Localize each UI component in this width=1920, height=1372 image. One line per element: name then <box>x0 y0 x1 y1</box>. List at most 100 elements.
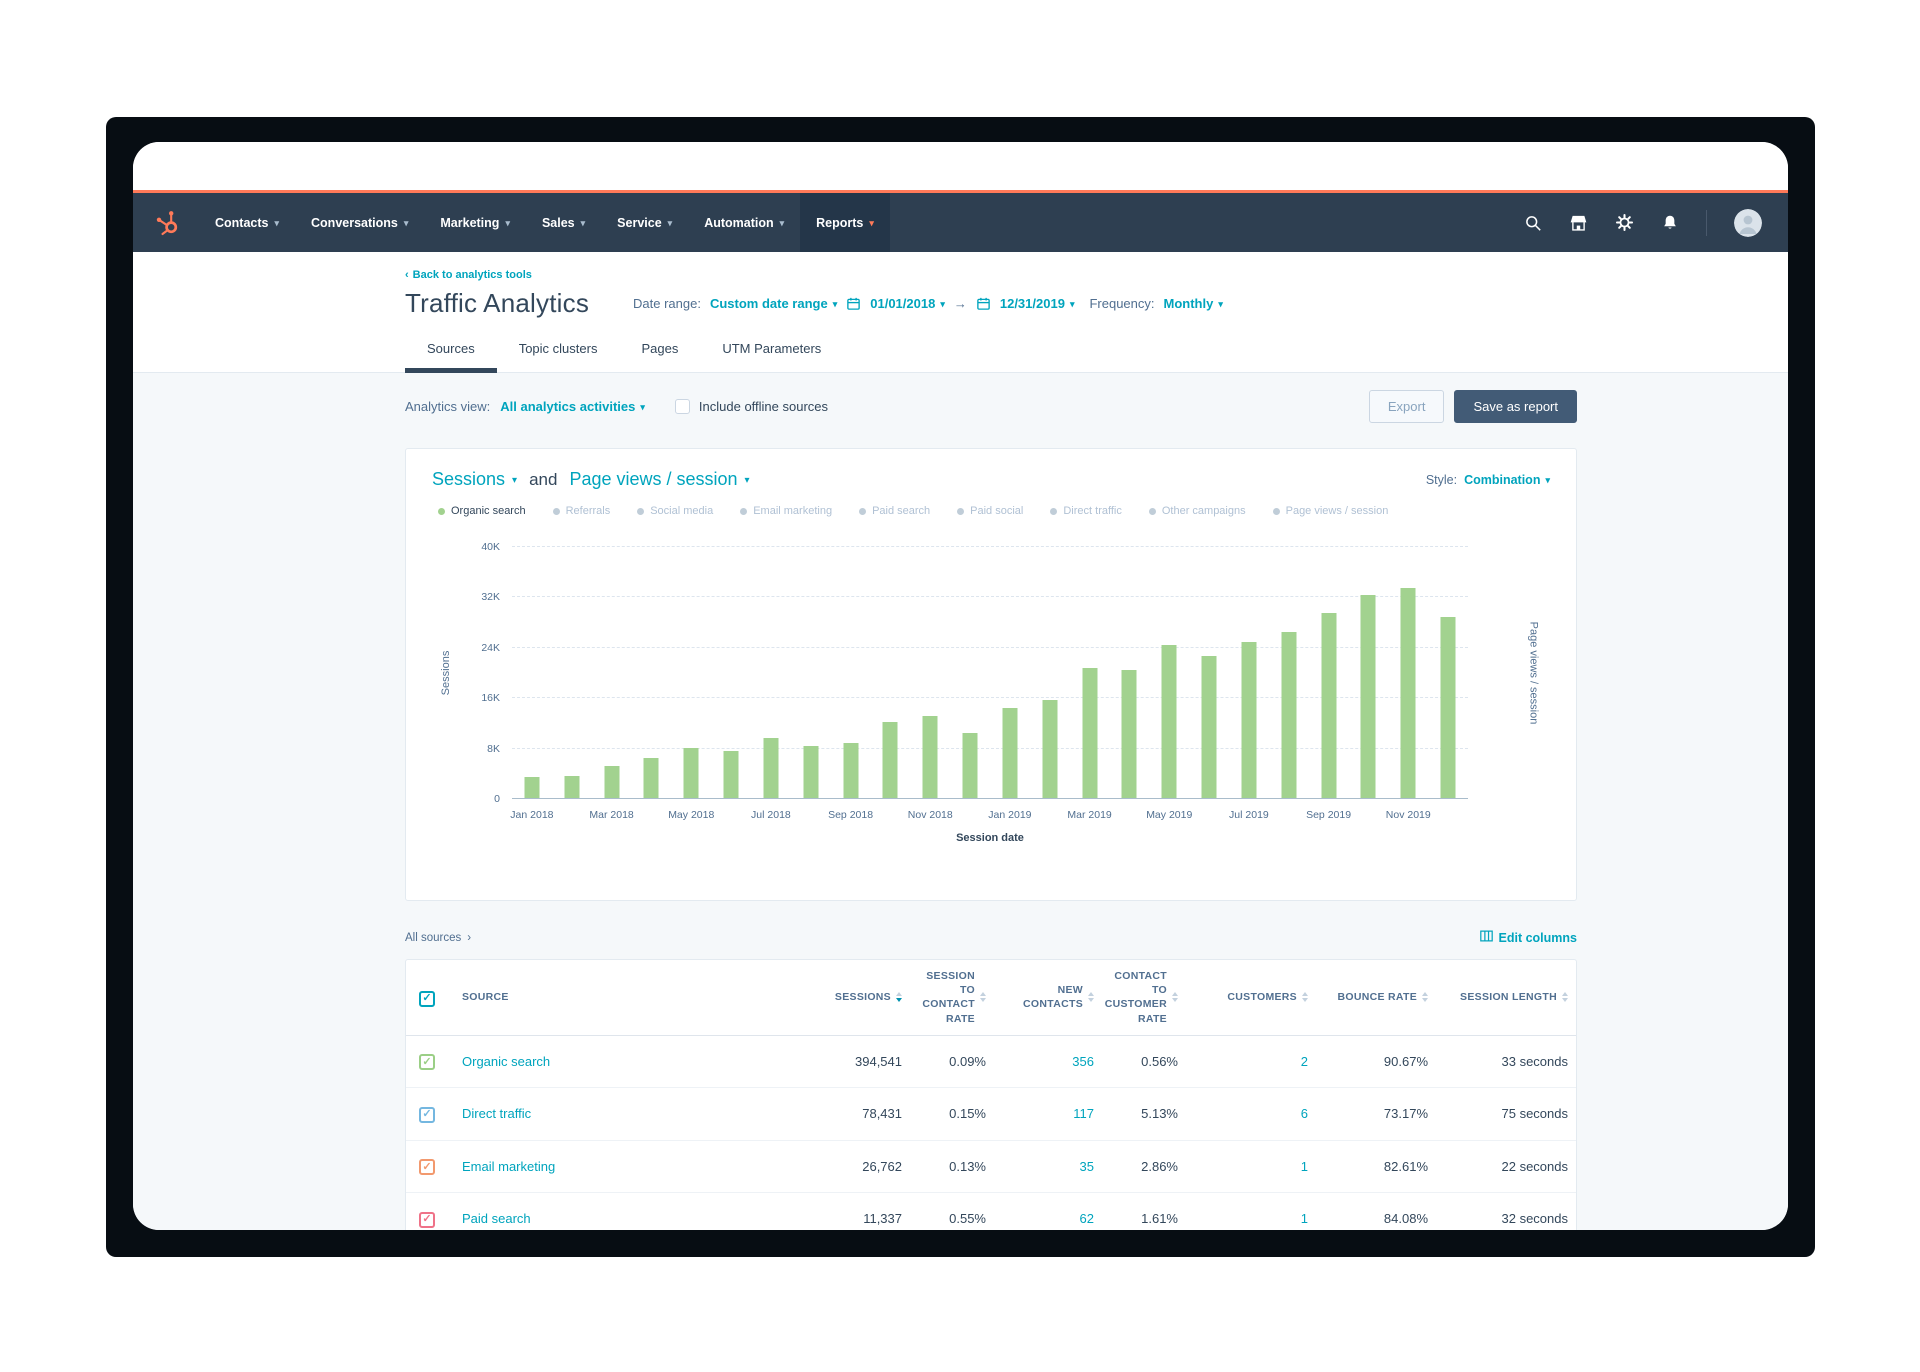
legend-item-referrals[interactable]: Referrals <box>552 505 610 517</box>
y2-axis-title: Page views / session <box>1528 621 1540 725</box>
analytics-view-dropdown[interactable]: All analytics activities ▾ <box>500 399 645 414</box>
nav-item-sales[interactable]: Sales ▾ <box>526 193 601 252</box>
row-checkbox[interactable]: ✓ <box>419 1211 435 1228</box>
x-axis-tick: May 2018 <box>668 809 715 821</box>
notifications-icon[interactable] <box>1661 213 1679 232</box>
page-header: ‹ Back to analytics tools Traffic Analyt… <box>133 252 1788 373</box>
nav-item-contacts[interactable]: Contacts ▾ <box>199 193 295 252</box>
row-checkbox[interactable]: ✓ <box>419 1159 435 1176</box>
metric1-dropdown[interactable]: Sessions ▾ <box>432 469 518 489</box>
cell-customers[interactable]: 6 <box>1186 1087 1316 1141</box>
tab-pages[interactable]: Pages <box>641 341 679 356</box>
column-header-new-contacts[interactable]: NEW CONTACTS <box>994 960 1102 1036</box>
legend-dot-icon <box>740 507 748 515</box>
legend-item-email-marketing[interactable]: Email marketing <box>740 505 832 517</box>
hubspot-sprocket-icon[interactable] <box>147 193 199 252</box>
row-checkbox[interactable]: ✓ <box>419 1054 435 1071</box>
start-date-dropdown[interactable]: 01/01/2018 ▾ <box>870 296 945 311</box>
frequency-dropdown[interactable]: Monthly ▾ <box>1163 296 1223 311</box>
cell-customers[interactable]: 1 <box>1186 1139 1316 1193</box>
legend-item-organic-search[interactable]: Organic search <box>438 505 526 517</box>
y-axis-tick: 40K <box>481 541 500 553</box>
top-navbar: Contacts ▾ Conversations ▾ Marketing ▾ Sales ▾ S… <box>133 193 1788 252</box>
cell-source[interactable]: Email marketing <box>454 1139 790 1193</box>
style-dropdown[interactable]: Combination ▾ <box>1464 472 1550 487</box>
row-checkbox-cell: ✓ <box>406 1035 454 1088</box>
column-header-label: BOUNCE RATE <box>1337 991 1417 1004</box>
legend-label: Page views / session <box>1285 505 1389 517</box>
chart-bar <box>564 775 580 798</box>
date-controls: Date range: Custom date range ▾ 01/01/201… <box>633 296 1223 311</box>
column-header-customers[interactable]: CUSTOMERS <box>1186 960 1316 1036</box>
chart-bar <box>1161 644 1177 798</box>
column-header-sessions[interactable]: SESSIONS <box>790 960 910 1036</box>
tab-utm-parameters[interactable]: UTM Parameters <box>722 341 822 356</box>
nav-item-automation[interactable]: Automation ▾ <box>688 193 800 252</box>
chart-bar <box>803 746 819 798</box>
legend-item-direct-traffic[interactable]: Direct traffic <box>1050 505 1122 517</box>
legend-item-social-media[interactable]: Social media <box>637 505 713 517</box>
cell-source[interactable]: Direct traffic <box>454 1087 790 1141</box>
legend-item-page-views-session[interactable]: Page views / session <box>1272 505 1389 517</box>
cell-customers[interactable]: 1 <box>1186 1192 1316 1230</box>
x-axis-tick: Jul 2018 <box>751 809 791 821</box>
sources-table-card: ✓ SOURCE SESSIONS SESSION TO CONTACT RATE NE… <box>405 959 1577 1230</box>
save-as-report-button[interactable]: Save as report <box>1454 390 1577 423</box>
device-frame: Contacts ▾ Conversations ▾ Marketing ▾ Sales ▾ S… <box>106 117 1815 1257</box>
chart-bar <box>1321 613 1337 798</box>
date-range-dropdown[interactable]: Custom date range ▾ <box>709 296 838 311</box>
chevron-down-icon: ▾ <box>940 298 945 309</box>
cell-new_contacts[interactable]: 117 <box>994 1087 1102 1141</box>
tab-sources[interactable]: Sources <box>405 332 497 373</box>
tab-topic-clusters[interactable]: Topic clusters <box>518 341 598 356</box>
export-button[interactable]: Export <box>1368 390 1445 423</box>
analytics-view-label: Analytics view: <box>405 399 491 414</box>
chart-bar <box>1440 617 1456 798</box>
column-header-session-to-contact-rate[interactable]: SESSION TO CONTACT RATE <box>910 960 994 1036</box>
nav-item-service[interactable]: Service ▾ <box>601 193 688 252</box>
select-all-checkbox[interactable]: ✓ <box>419 990 435 1007</box>
legend-item-paid-social[interactable]: Paid social <box>957 505 1023 517</box>
gridline <box>512 596 1468 598</box>
cell-new_contacts[interactable]: 35 <box>994 1139 1102 1193</box>
include-offline-checkbox[interactable] <box>674 399 690 414</box>
table-row-organic-search: ✓ Organic search 394,541 0.09% 356 0.56% 2 90.6… <box>406 1035 1576 1088</box>
y-axis-tick: 24K <box>481 641 500 654</box>
metric2-dropdown[interactable]: Page views / session ▾ <box>569 469 750 489</box>
nav-item-label: Reports <box>816 215 864 230</box>
cell-new_contacts[interactable]: 356 <box>1072 1053 1094 1069</box>
sort-down-icon <box>1562 998 1568 1003</box>
chart-bar <box>763 737 779 798</box>
settings-icon[interactable] <box>1615 213 1634 232</box>
column-header-bounce-rate[interactable]: BOUNCE RATE <box>1316 960 1436 1036</box>
legend-label: Direct traffic <box>1063 505 1122 517</box>
nav-item-reports[interactable]: Reports ▾ <box>800 193 890 252</box>
all-sources-breadcrumb[interactable]: All sources › <box>405 931 472 944</box>
cell-source[interactable]: Paid search <box>454 1192 790 1230</box>
nav-item-marketing[interactable]: Marketing ▾ <box>424 193 526 252</box>
search-icon[interactable] <box>1524 214 1542 232</box>
column-header-contact-to-customer-rate[interactable]: CONTACT TO CUSTOMER RATE <box>1102 960 1186 1036</box>
marketplace-icon[interactable] <box>1569 214 1588 232</box>
legend-item-other-campaigns[interactable]: Other campaigns <box>1148 505 1246 517</box>
cell-customers[interactable]: 2 <box>1300 1053 1308 1069</box>
back-to-analytics-link[interactable]: ‹ Back to analytics tools <box>405 269 532 281</box>
cell-sessions: 11,337 <box>790 1192 910 1230</box>
legend-item-paid-search[interactable]: Paid search <box>859 505 930 517</box>
edit-columns-button[interactable]: Edit columns <box>1479 930 1577 945</box>
cell-new_contacts[interactable]: 62 <box>994 1192 1102 1230</box>
chevron-down-icon: ▾ <box>580 218 586 228</box>
window-chrome <box>133 142 1788 190</box>
user-avatar[interactable] <box>1734 208 1762 237</box>
row-checkbox[interactable]: ✓ <box>419 1106 435 1123</box>
cell-source[interactable]: Organic search <box>462 1053 551 1069</box>
sort-down-icon <box>1172 998 1178 1003</box>
end-date-dropdown[interactable]: 12/31/2019 ▾ <box>999 296 1075 311</box>
cell-sessions: 26,762 <box>790 1139 910 1193</box>
cell-session_to_contact_rate: 0.55% <box>910 1192 994 1230</box>
nav-item-conversations[interactable]: Conversations ▾ <box>295 193 424 252</box>
frequency-label: Frequency: <box>1089 296 1155 311</box>
chevron-down-icon: ▾ <box>505 218 510 228</box>
column-header-session-length[interactable]: SESSION LENGTH <box>1436 960 1576 1036</box>
column-header-source[interactable]: SOURCE <box>454 960 790 1036</box>
